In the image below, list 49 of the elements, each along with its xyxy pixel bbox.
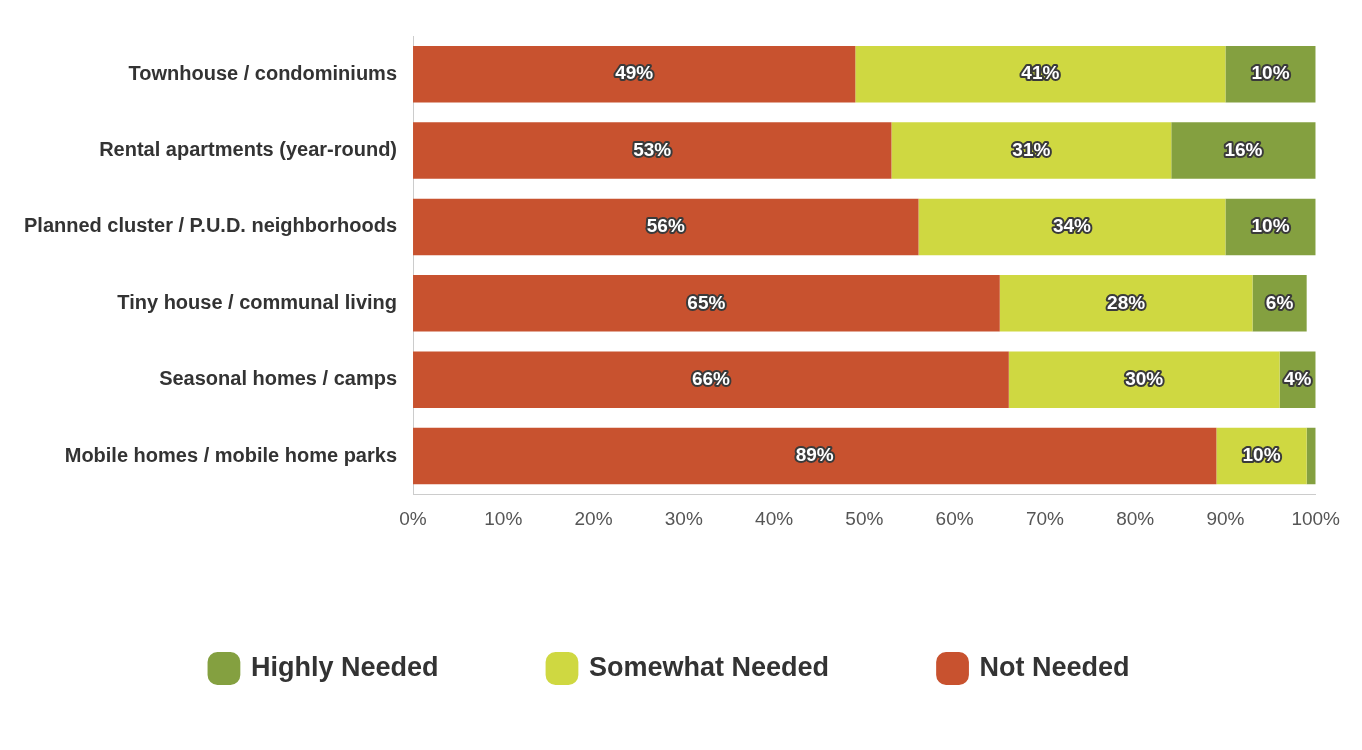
x-tick-label: 70%: [1025, 507, 1065, 529]
bar: [1171, 122, 1316, 179]
data-label: 49%: [615, 62, 654, 84]
y-tick-label: Tiny house / communal living: [117, 290, 398, 313]
bar: [413, 122, 892, 179]
x-tick-label: 10%: [484, 507, 523, 529]
bar: [999, 275, 1253, 332]
bar: [413, 351, 1009, 408]
x-tick-label: 100%: [1291, 507, 1341, 529]
bar: [855, 45, 1226, 103]
legend-label: Somewhat Needed: [588, 651, 830, 682]
data-label: 10%: [1242, 444, 1281, 466]
bar: [413, 45, 856, 103]
legend-label: Not Needed: [979, 651, 1130, 682]
y-tick-label: Mobile homes / mobile home parks: [64, 443, 398, 466]
data-label: 34%: [1052, 215, 1092, 237]
data-label: 10%: [1251, 215, 1290, 237]
data-label: 89%: [795, 444, 834, 466]
x-tick-label: 90%: [1206, 507, 1245, 529]
y-tick-label: Townhouse / condominiums: [128, 61, 398, 84]
y-tick-label: Seasonal homes / camps: [159, 367, 398, 390]
bar: [1008, 351, 1280, 408]
data-label: 10%: [1251, 62, 1290, 84]
data-label: 6%: [1265, 291, 1294, 313]
x-tick-label: 50%: [845, 507, 884, 529]
x-tick-label: 80%: [1116, 507, 1155, 529]
x-tick-label: 0%: [399, 507, 427, 529]
legend-label: Highly Needed: [250, 651, 439, 682]
data-label: 53%: [633, 138, 672, 160]
x-tick-label: 30%: [664, 507, 703, 529]
y-tick-label: Planned cluster / P.U.D. neighborhoods: [23, 214, 398, 237]
data-label: 30%: [1125, 367, 1164, 389]
bar: [891, 122, 1172, 179]
data-label: 65%: [687, 291, 726, 313]
data-label: 41%: [1021, 62, 1060, 84]
y-tick-label: Rental apartments (year-round): [99, 138, 398, 161]
bar: [918, 198, 1226, 256]
data-label: 31%: [1012, 138, 1051, 160]
bar: [413, 427, 1217, 485]
bar: [413, 275, 1000, 332]
data-label: 28%: [1107, 291, 1146, 313]
data-label: 16%: [1224, 138, 1263, 160]
x-tick-label: 60%: [935, 507, 974, 529]
x-tick-label: 20%: [574, 507, 613, 529]
data-label: 4%: [1283, 367, 1312, 389]
data-label: 56%: [646, 215, 685, 237]
data-label: 66%: [691, 367, 731, 389]
bar: [413, 198, 919, 256]
x-tick-label: 40%: [755, 507, 794, 529]
